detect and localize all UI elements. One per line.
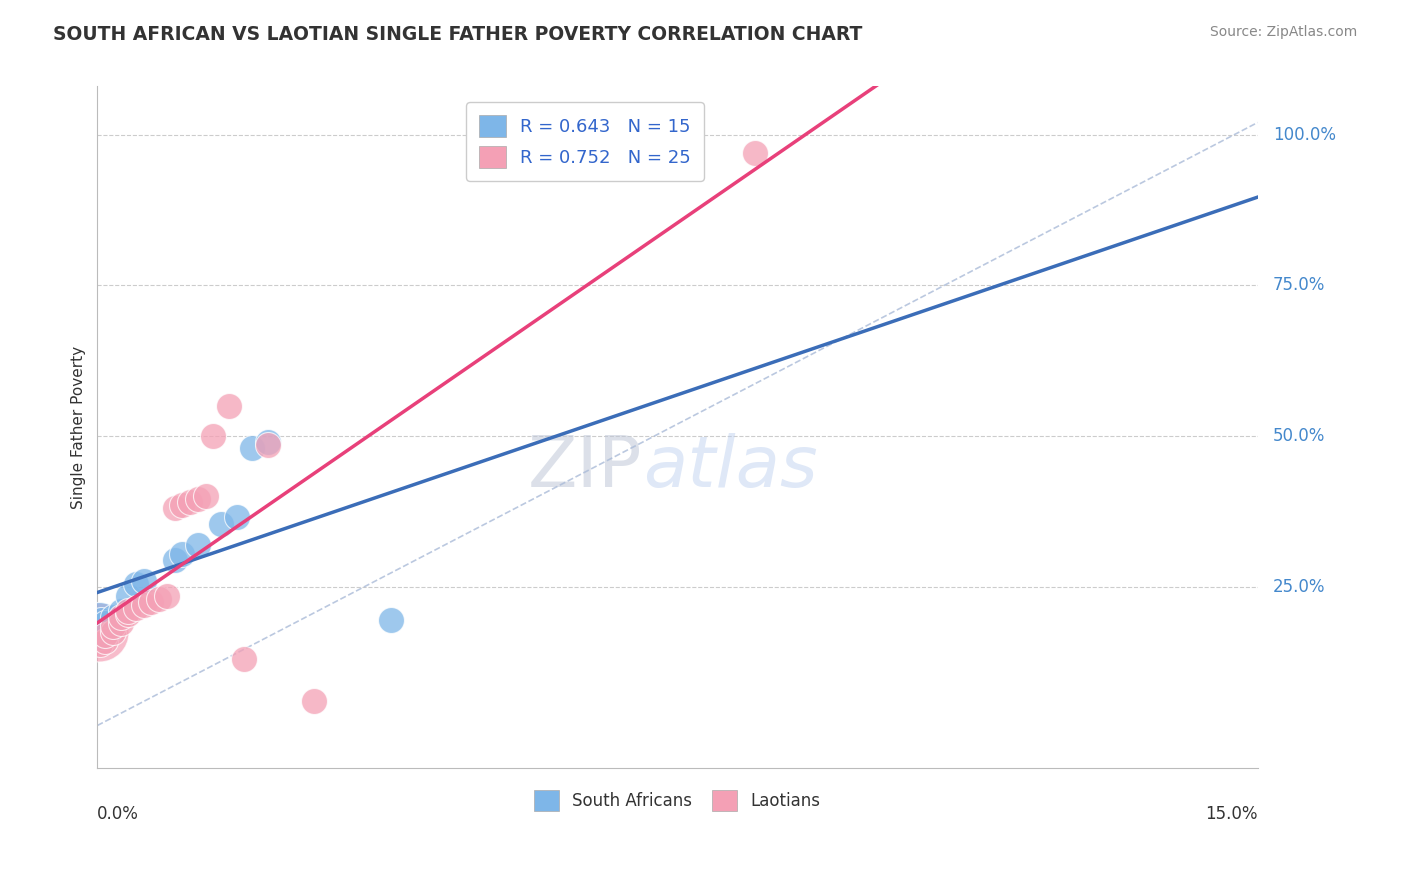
Text: Source: ZipAtlas.com: Source: ZipAtlas.com	[1209, 25, 1357, 39]
Point	[744, 145, 766, 160]
Point	[125, 576, 148, 591]
Point	[233, 652, 256, 666]
Y-axis label: Single Father Poverty: Single Father Poverty	[72, 345, 86, 508]
Point	[87, 619, 110, 633]
Point	[156, 589, 179, 603]
Text: 100.0%: 100.0%	[1272, 126, 1336, 144]
Point	[202, 429, 225, 443]
Point	[110, 610, 132, 624]
Point	[90, 613, 112, 627]
Point	[117, 607, 139, 621]
Point	[94, 634, 117, 648]
Text: 15.0%: 15.0%	[1205, 805, 1257, 823]
Point	[125, 601, 148, 615]
Text: 50.0%: 50.0%	[1272, 427, 1324, 445]
Point	[163, 552, 186, 566]
Point	[101, 625, 124, 640]
Point	[117, 604, 139, 618]
Point	[141, 595, 163, 609]
Legend: South Africans, Laotians: South Africans, Laotians	[527, 783, 828, 817]
Point	[179, 495, 201, 509]
Point	[94, 628, 117, 642]
Text: SOUTH AFRICAN VS LAOTIAN SINGLE FATHER POVERTY CORRELATION CHART: SOUTH AFRICAN VS LAOTIAN SINGLE FATHER P…	[53, 25, 863, 44]
Point	[209, 516, 232, 531]
Point	[240, 441, 263, 455]
Point	[101, 610, 124, 624]
Point	[172, 547, 194, 561]
Point	[172, 499, 194, 513]
Point	[187, 538, 209, 552]
Point	[132, 598, 155, 612]
Point	[148, 591, 170, 606]
Text: atlas: atlas	[643, 434, 817, 502]
Point	[380, 613, 402, 627]
Point	[256, 438, 278, 452]
Point	[117, 589, 139, 603]
Point	[87, 625, 110, 640]
Point	[101, 619, 124, 633]
Text: 75.0%: 75.0%	[1272, 277, 1324, 294]
Point	[187, 492, 209, 507]
Point	[89, 637, 111, 651]
Point	[94, 615, 117, 630]
Text: 25.0%: 25.0%	[1272, 578, 1326, 596]
Point	[256, 435, 278, 450]
Point	[225, 510, 247, 524]
Point	[163, 501, 186, 516]
Point	[110, 615, 132, 630]
Text: ZIP: ZIP	[529, 434, 643, 502]
Point	[132, 574, 155, 588]
Point	[302, 694, 325, 708]
Text: 0.0%: 0.0%	[97, 805, 139, 823]
Point	[218, 399, 240, 413]
Point	[194, 489, 217, 503]
Point	[110, 604, 132, 618]
